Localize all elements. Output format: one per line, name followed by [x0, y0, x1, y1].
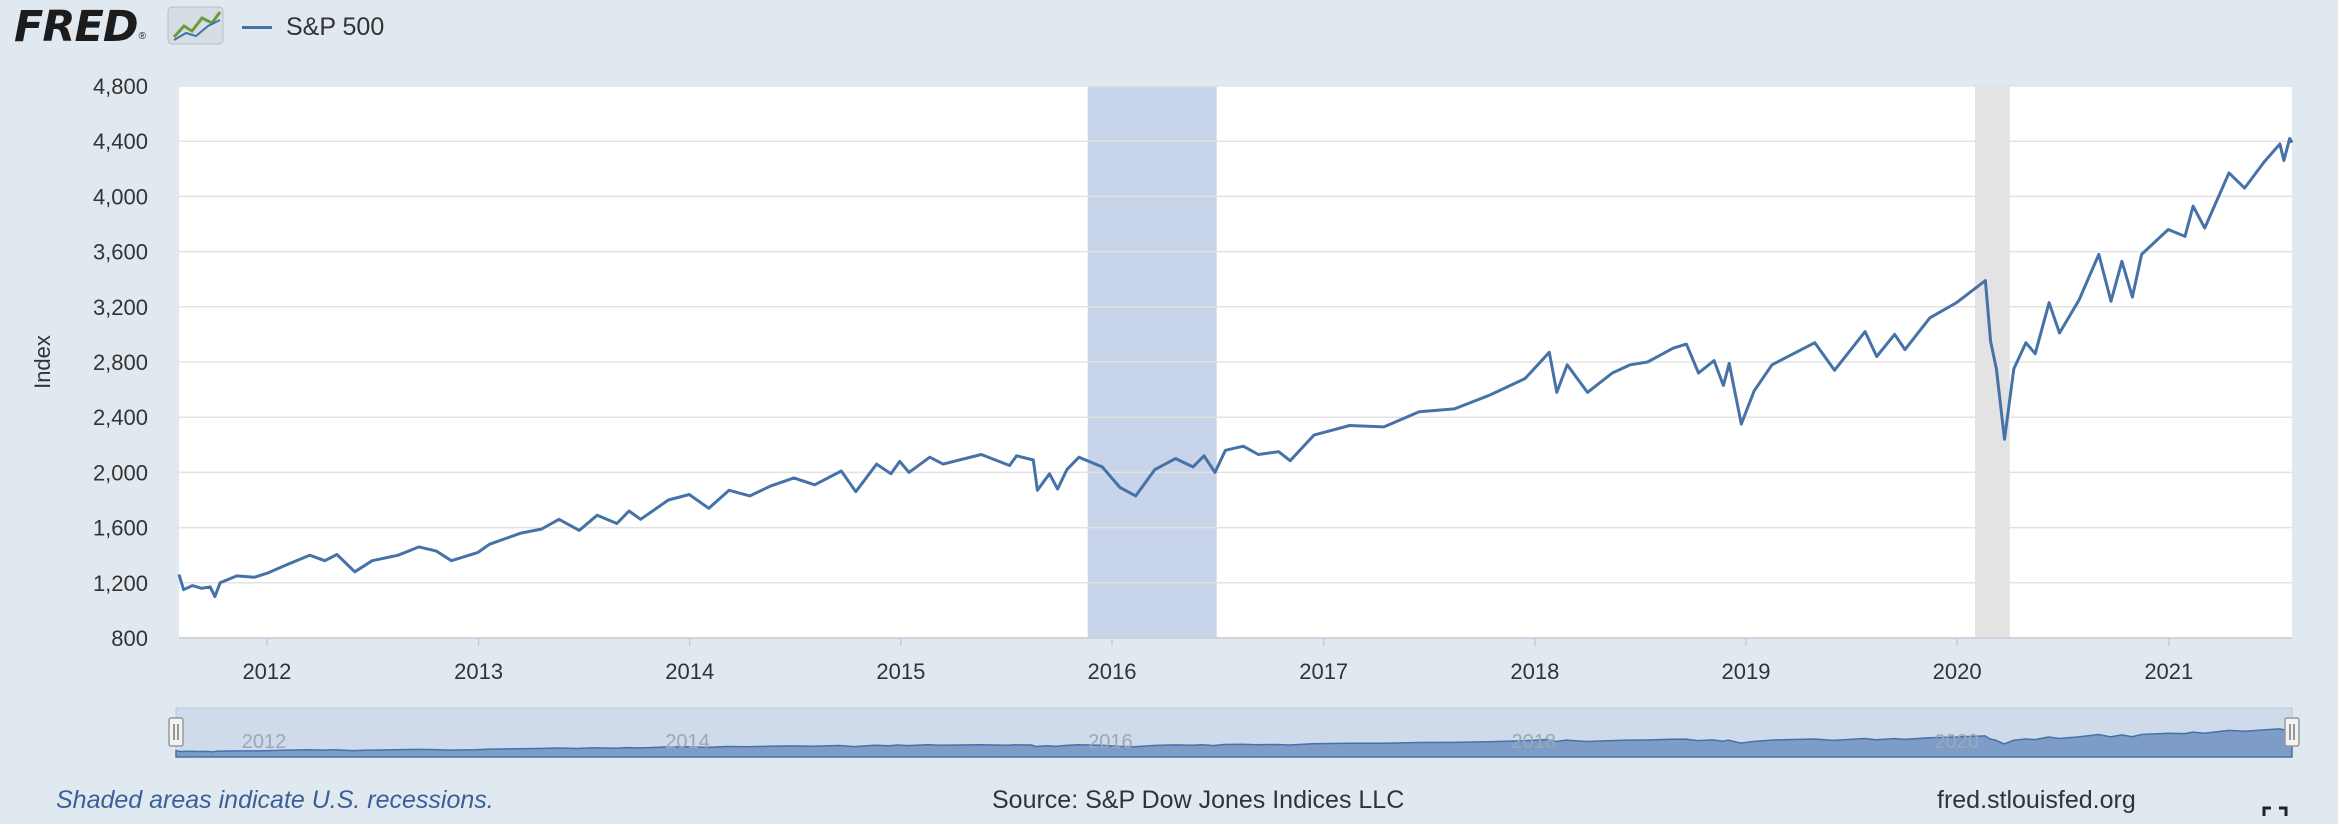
- navigator-label: 2014: [665, 731, 710, 753]
- navigator-series: [175, 727, 2293, 758]
- y-tick-label: 1,200: [93, 571, 148, 596]
- navigator-label: 2020: [1934, 731, 1979, 753]
- navigator-handle[interactable]: [168, 717, 184, 747]
- navigator-label: 2018: [1512, 731, 1557, 753]
- x-tick-label: 2013: [454, 659, 503, 684]
- logo-text: FRED: [14, 2, 139, 52]
- x-tick-label: 2016: [1088, 659, 1137, 684]
- y-tick-label: 2,400: [93, 405, 148, 430]
- fullscreen-icon[interactable]: [2262, 806, 2288, 824]
- logo-registered-mark: ®: [138, 31, 146, 42]
- y-tick-label: 2,000: [93, 460, 148, 485]
- x-tick-label: 2018: [1510, 659, 1559, 684]
- y-tick-label: 2,800: [93, 350, 148, 375]
- x-tick-label: 2021: [2144, 659, 2193, 684]
- navigator-handle[interactable]: [2284, 717, 2300, 747]
- x-tick-label: 2015: [876, 659, 925, 684]
- recession-note: Shaded areas indicate U.S. recessions.: [56, 786, 494, 814]
- legend-label: S&P 500: [286, 12, 385, 41]
- legend-swatch: [242, 25, 272, 29]
- y-tick-label: 3,200: [93, 295, 148, 320]
- series-line: [177, 136, 2294, 599]
- y-tick-label: 1,600: [93, 516, 148, 541]
- x-tick-label: 2017: [1299, 659, 1348, 684]
- chart-legend[interactable]: S&P 500: [242, 8, 384, 46]
- data-source: Source: S&P Dow Jones Indices LLC: [992, 786, 1405, 814]
- x-tick-label: 2020: [1933, 659, 1982, 684]
- y-tick-label: 800: [111, 626, 148, 651]
- site-link[interactable]: fred.stlouisfed.org: [1937, 786, 2136, 814]
- x-tick-label: 2019: [1721, 659, 1770, 684]
- y-tick-label: 4,400: [93, 129, 148, 154]
- navigator-label: 2016: [1088, 731, 1133, 753]
- x-tick-label: 2014: [665, 659, 714, 684]
- navigator-label: 2012: [242, 731, 287, 753]
- sp500-chart: 800 1,200 1,600 2,000 2,400 2,800 3,200 3,600 4,…: [30, 74, 2300, 758]
- x-tick-label: 2012: [242, 659, 291, 684]
- y-tick-label: 4,800: [93, 74, 148, 99]
- line-chart-icon: [167, 6, 224, 45]
- fred-logo[interactable]: FRED ®: [14, 2, 146, 52]
- y-axis-title: Index: [30, 335, 55, 389]
- y-tick-label: 4,000: [93, 184, 148, 209]
- y-tick-label: 3,600: [93, 240, 148, 265]
